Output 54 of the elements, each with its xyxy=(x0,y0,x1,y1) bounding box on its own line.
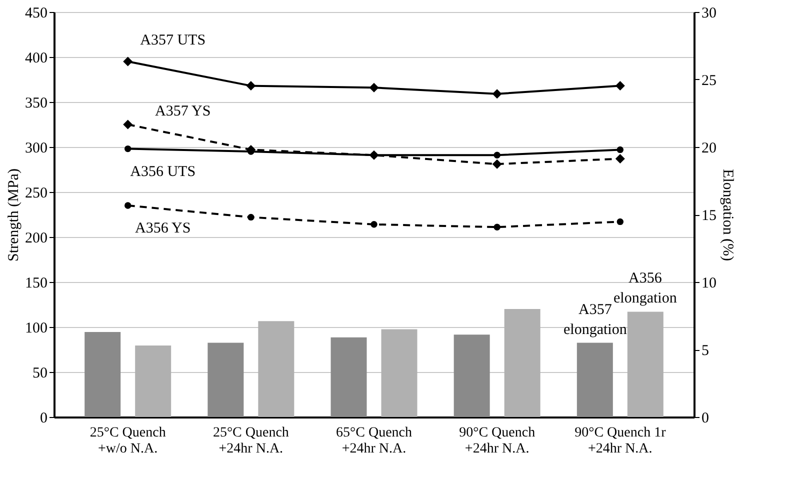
x-tick-label: 90°C Quench +24hr N.A. xyxy=(459,426,536,456)
bar xyxy=(84,332,121,417)
y2-tick-label: 5 xyxy=(702,343,709,359)
point xyxy=(123,120,133,130)
y2-tick-label: 30 xyxy=(702,6,716,22)
point xyxy=(123,56,133,66)
y-tick-label: 150 xyxy=(25,276,48,292)
point xyxy=(616,146,624,154)
bar xyxy=(576,342,613,417)
y2-tick-label: 15 xyxy=(702,208,716,224)
point xyxy=(615,81,625,91)
point xyxy=(124,202,132,209)
y2-axis-title: Elongation (%) xyxy=(720,168,736,262)
point xyxy=(370,221,378,228)
y-axis-title: Strength (MPa) xyxy=(6,168,22,262)
y-tick-label: 50 xyxy=(32,366,48,382)
y2-tick-label: 10 xyxy=(702,276,716,292)
series-label: A357 YS xyxy=(154,104,211,120)
bar xyxy=(504,309,540,417)
y-tick-label: 300 xyxy=(25,140,48,156)
y-tick-label: 350 xyxy=(25,96,48,112)
y2-tick-label: 25 xyxy=(702,73,716,89)
bar xyxy=(330,337,367,417)
series-label: A357 UTS xyxy=(140,32,206,48)
y2-tick-label: 20 xyxy=(702,140,716,156)
y-tick-label: 0 xyxy=(40,410,48,426)
point xyxy=(248,214,254,221)
bar xyxy=(135,345,172,417)
x-tick-label: 25°C Quench +w/o N.A. xyxy=(90,426,166,456)
bar xyxy=(381,329,418,417)
point xyxy=(492,159,502,169)
bar xyxy=(454,334,490,417)
point xyxy=(246,81,256,91)
x-tick-label: 90°C Quench 1r +24hr N.A. xyxy=(574,426,666,456)
point xyxy=(615,154,625,164)
bar xyxy=(627,312,664,417)
y-tick-label: 100 xyxy=(25,320,48,336)
point xyxy=(494,152,500,158)
series-label: A356 UTS xyxy=(130,164,196,180)
x-tick-label: 25°C Quench +24hr N.A. xyxy=(212,426,289,456)
x-tick-label: 65°C Quench +24hr N.A. xyxy=(336,426,412,456)
y-tick-label: 250 xyxy=(25,186,48,202)
point xyxy=(494,224,500,230)
y-tick-label: 200 xyxy=(25,230,48,246)
series-label: A356 YS xyxy=(134,220,191,236)
bar xyxy=(258,321,294,417)
point xyxy=(124,145,132,152)
point xyxy=(369,82,379,92)
y-tick-label: 400 xyxy=(25,50,48,66)
point xyxy=(616,218,624,226)
point xyxy=(492,89,502,99)
y2-tick-label: 0 xyxy=(702,410,709,426)
y-tick-label: 450 xyxy=(25,6,48,22)
bar xyxy=(208,342,244,417)
